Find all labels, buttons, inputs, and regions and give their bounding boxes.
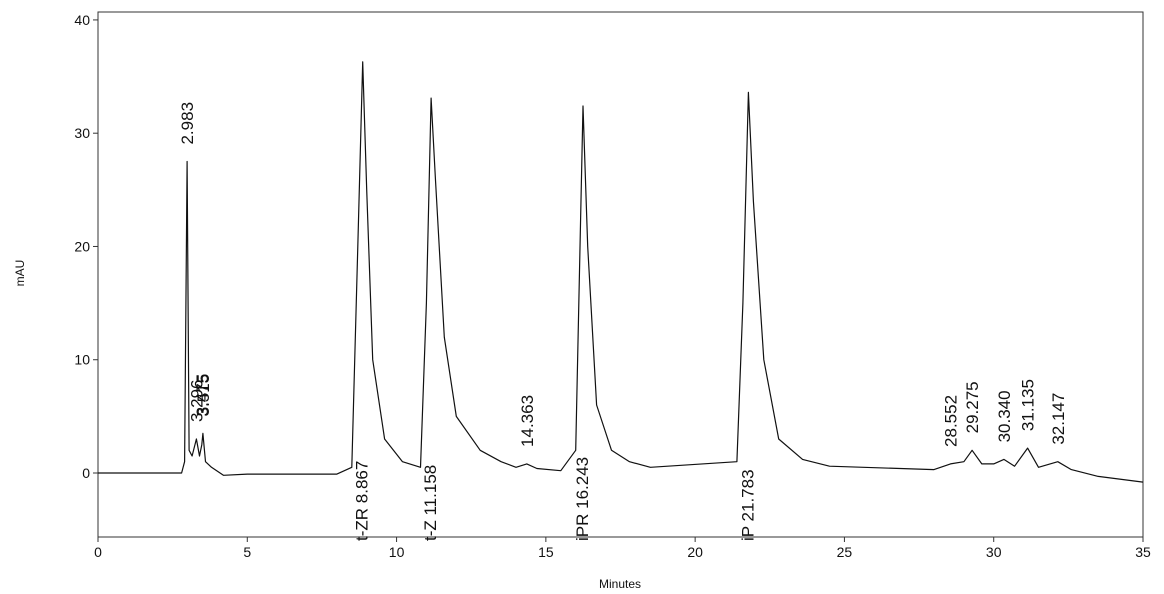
x-axis-title: Minutes: [599, 577, 641, 591]
compound-label: t-ZR 8.867: [353, 461, 372, 541]
y-tick-label: 30: [74, 125, 90, 141]
peak-label: 31.135: [1019, 379, 1038, 431]
trace-line: [98, 61, 1144, 483]
peak-label: 28.552: [941, 395, 960, 447]
x-tick-label: 20: [687, 544, 703, 560]
x-tick-label: 15: [538, 544, 554, 560]
x-tick-label: 10: [389, 544, 405, 560]
peak-label: 3.475: [193, 374, 212, 417]
peak-label: 3.296: [187, 379, 206, 422]
x-tick-label: 35: [1135, 544, 1151, 560]
plot-frame: [97, 11, 1144, 538]
y-tick-label: 20: [74, 238, 90, 254]
y-tick-label: 0: [82, 465, 90, 481]
x-tick-label: 0: [94, 544, 102, 560]
peak-label: 32.147: [1049, 393, 1068, 445]
x-tick-label: 30: [986, 544, 1002, 560]
x-tick-label: 25: [837, 544, 853, 560]
compound-label: iPR 16.243: [573, 457, 592, 541]
y-tick-label: 40: [74, 12, 90, 28]
peak-label: 14.363: [518, 395, 537, 447]
peak-label: 29.275: [963, 381, 982, 433]
y-tick-label: 10: [74, 352, 90, 368]
compound-label: t-Z 11.158: [421, 465, 440, 541]
peak-label: 2.983: [178, 102, 197, 145]
x-tick-label: 5: [243, 544, 251, 560]
y-axis-title: mAU: [13, 260, 27, 287]
peak-label: 30.340: [995, 390, 1014, 442]
peak-label: 3.515: [194, 374, 213, 417]
compound-label: iP 21.783: [738, 469, 757, 541]
